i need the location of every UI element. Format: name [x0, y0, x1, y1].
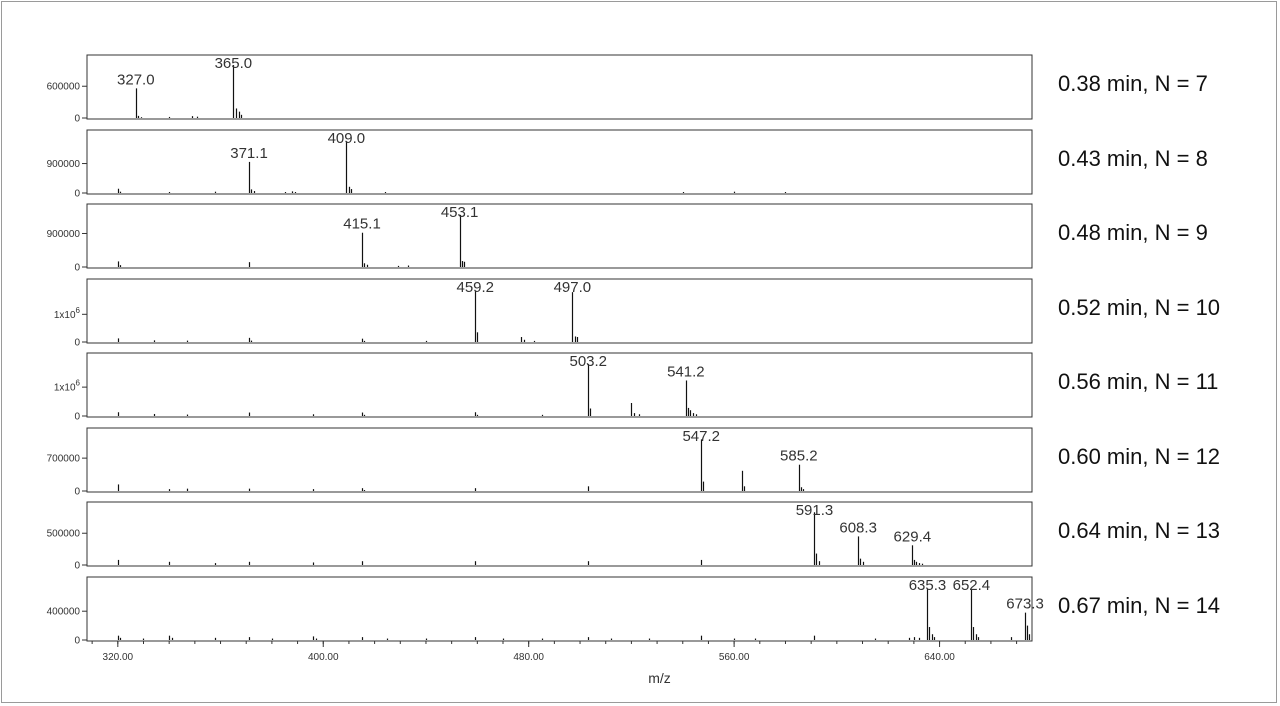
peak-label: 629.4: [894, 528, 932, 545]
peak-label: 541.2: [667, 363, 705, 380]
x-axis-label: m/z: [648, 670, 671, 686]
y-tick-label: 0: [74, 561, 80, 572]
y-tick-label: 0: [74, 487, 80, 498]
panel-annotation: 0.38 min, N = 7: [1058, 71, 1208, 96]
peak-label: 415.1: [343, 216, 381, 233]
panel-annotation: 0.48 min, N = 9: [1058, 220, 1208, 245]
peak-label: 673.3: [1006, 596, 1044, 613]
spectrum-panel-frame: [86, 54, 1033, 120]
spectrum-panel-frame: [86, 278, 1033, 344]
y-tick-label: 1x106: [54, 379, 81, 394]
peak-label: 371.1: [230, 145, 268, 162]
peak-label: 459.2: [456, 279, 494, 296]
y-tick-label: 0: [74, 412, 80, 423]
spectrum-panel-frame: [86, 501, 1033, 567]
y-tick-label: 400000: [47, 607, 81, 618]
peak-label: 547.2: [682, 428, 720, 445]
peak-label: 409.0: [328, 130, 366, 147]
panel-annotation: 0.67 min, N = 14: [1058, 593, 1220, 618]
spectrum-panel-frame: [86, 576, 1033, 642]
y-tick-label: 0: [74, 263, 80, 274]
y-tick-label: 600000: [47, 82, 81, 93]
y-tick-label: 0: [74, 114, 80, 125]
peak-label: 327.0: [117, 71, 155, 88]
y-tick-label: 900000: [47, 229, 81, 240]
spectrum-panel-frame: [86, 352, 1033, 418]
x-tick-label: 640.00: [924, 652, 955, 663]
peak-label: 497.0: [554, 279, 592, 296]
peak-label: 365.0: [215, 55, 253, 72]
peak-label: 503.2: [569, 353, 607, 370]
y-tick-label: 900000: [47, 159, 81, 170]
panel-annotation: 0.60 min, N = 12: [1058, 444, 1220, 469]
y-tick-label: 0: [74, 338, 80, 349]
panel-annotation: 0.52 min, N = 10: [1058, 295, 1220, 320]
peak-label: 453.1: [441, 204, 479, 221]
peak-label: 585.2: [780, 448, 818, 465]
spectrum-panel-frame: [86, 203, 1033, 269]
x-tick-label: 560.00: [719, 652, 750, 663]
peak-label: 652.4: [953, 577, 991, 594]
y-tick-label: 1x106: [54, 306, 81, 321]
spectrum-panel-frame: [86, 129, 1033, 195]
spectrum-panel-frame: [86, 427, 1033, 493]
y-tick-label: 0: [74, 636, 80, 647]
x-tick-label: 400.00: [308, 652, 339, 663]
panel-annotation: 0.64 min, N = 13: [1058, 518, 1220, 543]
peak-label: 608.3: [839, 519, 877, 536]
x-tick-label: 480.00: [513, 652, 544, 663]
y-tick-label: 700000: [47, 454, 81, 465]
y-tick-label: 500000: [47, 529, 81, 540]
panel-annotation: 0.56 min, N = 11: [1058, 369, 1218, 394]
y-tick-label: 0: [74, 189, 80, 200]
peak-label: 635.3: [909, 577, 947, 594]
x-tick-label: 320.00: [103, 652, 134, 663]
peak-label: 591.3: [796, 502, 834, 519]
panel-annotation: 0.43 min, N = 8: [1058, 146, 1208, 171]
